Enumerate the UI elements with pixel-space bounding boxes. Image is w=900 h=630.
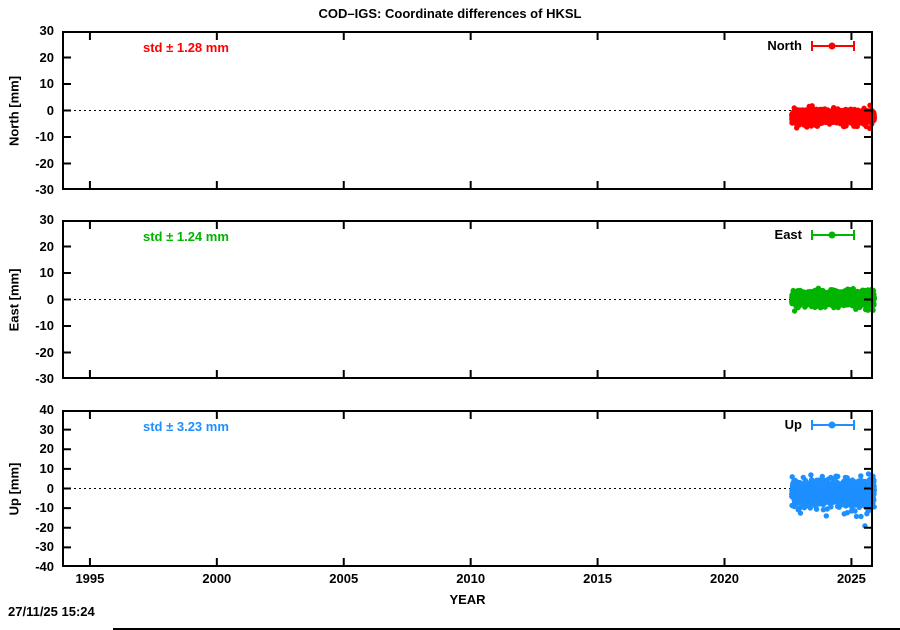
- y-tick-label: 20: [39, 238, 54, 254]
- panel-east: East [mm] std ± 1.24 mm East 30 20 10 0 -10-…: [0, 212, 900, 386]
- y-tick-label: -10: [35, 318, 54, 333]
- y-tick-label: -40: [35, 559, 54, 574]
- errorbar-icon: [811, 419, 855, 430]
- plot-frame: [62, 410, 873, 567]
- data-point: [808, 472, 814, 478]
- data-point: [844, 510, 850, 516]
- x-tick-label: 2005: [329, 571, 359, 586]
- bottom-divider: [113, 628, 900, 630]
- data-point: [835, 473, 841, 480]
- data-points: [789, 285, 877, 314]
- y-tick-label: 20: [39, 441, 54, 457]
- plot-frame: [62, 220, 873, 379]
- y-tick-label: -20: [35, 344, 54, 360]
- legend-label-east: East: [774, 227, 802, 242]
- y-tick-label: -20: [35, 155, 54, 171]
- y-tick-label: -30: [35, 371, 54, 386]
- data-point: [828, 504, 834, 510]
- x-tick-label: 2015: [583, 571, 613, 586]
- x-tick-label: 1995: [75, 571, 105, 586]
- y-tick-label: 10: [39, 265, 54, 280]
- x-tick-label: 2000: [202, 571, 232, 586]
- y-tick-label: 20: [39, 49, 54, 65]
- y-tick-label: -10: [35, 129, 54, 144]
- data-point: [823, 513, 829, 519]
- errorbar-icon: [811, 40, 855, 51]
- y-tick-label: 10: [39, 76, 54, 91]
- data-point: [789, 474, 795, 480]
- x-tick-label: 2010: [456, 571, 486, 586]
- data-points: [789, 102, 877, 131]
- legend-label-up: Up: [784, 417, 802, 432]
- std-annotation-up: std ± 3.23 mm: [143, 419, 229, 434]
- north-plot-area: [62, 31, 877, 190]
- legend-north: North: [767, 38, 856, 53]
- plot-frame: [62, 31, 873, 190]
- data-points: [789, 471, 877, 529]
- data-point: [858, 473, 864, 479]
- y-tick-label: 30: [39, 421, 54, 437]
- y-tick-label: 30: [39, 23, 54, 38]
- legend-east: East: [775, 227, 856, 242]
- y-tick-label: 10: [39, 460, 54, 476]
- up-plot-area: [62, 410, 877, 567]
- y-tick-label: 30: [39, 212, 54, 227]
- x-tick-label: 2025: [836, 571, 866, 586]
- x-axis-label: YEAR: [449, 592, 486, 607]
- data-point: [852, 508, 858, 514]
- y-tick-label: 0: [46, 480, 54, 496]
- data-point: [858, 513, 864, 520]
- plot-timestamp: 27/11/25 15:24: [8, 604, 95, 619]
- panel-up: Up [mm] std ± 3.23 mm Up 40 30 20 10 0 -10 -20…: [0, 402, 900, 574]
- legend-up: Up: [785, 417, 856, 432]
- y-tick-label: -30: [35, 539, 54, 555]
- y-tick-label: 0: [46, 291, 54, 307]
- y-tick-label: 40: [39, 402, 54, 417]
- chart-title: COD–IGS: Coordinate differences of HKSL: [318, 6, 582, 21]
- data-point: [813, 506, 820, 512]
- std-annotation-north: std ± 1.28 mm: [143, 40, 229, 55]
- data-point: [807, 505, 813, 511]
- std-annotation-east: std ± 1.24 mm: [143, 229, 229, 244]
- errorbar-icon: [811, 229, 855, 240]
- legend-label-north: North: [767, 38, 802, 53]
- data-point: [853, 513, 860, 520]
- y-tick-label: -30: [35, 182, 54, 197]
- data-point: [797, 510, 804, 516]
- panel-north: North [mm] std ± 1.28 mm North 30 20 10 0 -1…: [0, 23, 900, 197]
- data-point: [843, 123, 849, 129]
- x-tick-label: 2020: [710, 571, 739, 586]
- y-tick-label: -10: [35, 500, 54, 516]
- east-plot-area: [62, 220, 877, 379]
- y-tick-label: -20: [35, 519, 54, 535]
- y-tick-label: 0: [46, 102, 54, 118]
- data-point: [865, 471, 872, 477]
